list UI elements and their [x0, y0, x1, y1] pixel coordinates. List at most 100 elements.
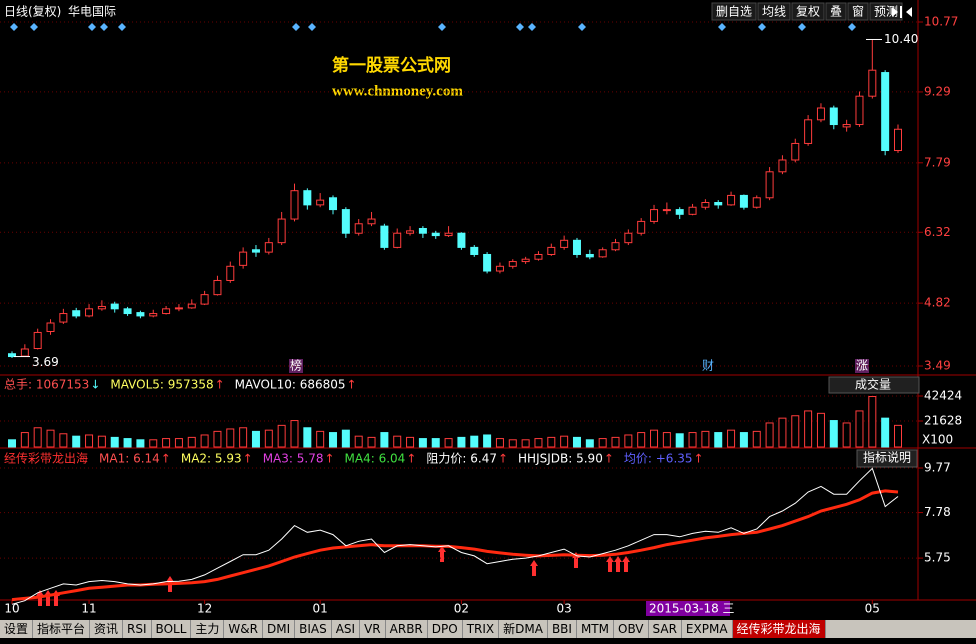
- volume-bar: [380, 432, 389, 448]
- candle-body: [547, 246, 556, 255]
- volume-bar: [791, 415, 800, 448]
- volume-bar: [752, 430, 761, 448]
- event-diamonds: [10, 23, 856, 31]
- event-box: [855, 359, 869, 373]
- y-tick-label: 3.49: [924, 359, 951, 373]
- tab[interactable]: ARBR: [386, 620, 428, 638]
- candle-body: [20, 348, 29, 357]
- volume-bar: [226, 428, 235, 448]
- candle-body: [842, 124, 851, 128]
- volume-bar: [894, 424, 902, 448]
- candle-body: [650, 209, 659, 222]
- toolbar-button[interactable]: [825, 2, 847, 21]
- y-tick-label: 4.82: [924, 296, 951, 310]
- candle-body: [239, 251, 248, 266]
- legend-arrow: ↑: [604, 452, 614, 466]
- legend-item: HHJSJDB: 5.90: [518, 452, 603, 466]
- volume-bar: [264, 429, 273, 448]
- y-tick-label: 6.32: [924, 225, 951, 239]
- volume-bar: [739, 432, 748, 448]
- help-button-label: 指标说明: [863, 450, 911, 465]
- candle-body: [534, 253, 543, 260]
- candle-body: [662, 209, 671, 212]
- axis-area: [918, 0, 976, 620]
- volume-bar: [187, 436, 196, 448]
- volume-bar: [881, 417, 890, 448]
- volume-selector-label: 成交量: [855, 377, 891, 392]
- indicator-line: [11, 489, 899, 602]
- volume-bar: [508, 439, 517, 448]
- legend-item: MAVOL10: 686805: [235, 378, 346, 392]
- tab[interactable]: ASI: [332, 620, 361, 638]
- volume-bar: [123, 438, 132, 448]
- toolbar-button[interactable]: [757, 2, 791, 21]
- volume-bar: [418, 438, 427, 448]
- tab[interactable]: SAR: [649, 620, 682, 638]
- legend-arrow: ↑: [161, 452, 171, 466]
- volume-bar: [495, 438, 504, 448]
- volume-bar: [765, 422, 774, 448]
- y-tick-label: 5.75: [924, 551, 951, 565]
- volume-bar: [650, 429, 659, 448]
- candle-body: [110, 303, 119, 310]
- candle-body: [264, 242, 273, 253]
- tab[interactable]: BOLL: [152, 620, 192, 638]
- candle-body: [418, 227, 427, 234]
- candle-body: [123, 308, 132, 315]
- volume-bar: [521, 439, 530, 448]
- tab[interactable]: EXPMA: [682, 620, 733, 638]
- toolbar-button-label: 删自选: [716, 5, 752, 19]
- tab[interactable]: 主力: [191, 620, 225, 638]
- tab[interactable]: BIAS: [295, 620, 332, 638]
- watermark: 第一股票公式网: [332, 55, 451, 76]
- toolbar-button[interactable]: [847, 2, 869, 21]
- candle-body: [701, 202, 710, 208]
- volume-bar: [483, 434, 492, 448]
- toolbar-button[interactable]: [791, 2, 825, 21]
- x-tick-label: 11: [81, 602, 96, 616]
- toolbar-button[interactable]: [711, 2, 757, 21]
- candle-body: [688, 206, 697, 215]
- candle-body: [521, 258, 530, 263]
- legend-item: MAVOL5: 957358: [110, 378, 213, 392]
- tab[interactable]: 设置: [0, 620, 34, 638]
- candle-body: [765, 171, 774, 199]
- tab[interactable]: VR: [360, 620, 386, 638]
- volume-bar: [72, 435, 81, 448]
- volume-selector[interactable]: [828, 376, 920, 394]
- x-tick-label: 03: [557, 602, 572, 616]
- candle-body: [894, 128, 902, 152]
- candle-body: [226, 265, 235, 281]
- help-button[interactable]: [856, 449, 918, 468]
- volume-bar: [46, 429, 55, 448]
- candle-body: [85, 308, 94, 317]
- tab[interactable]: 指标平台: [33, 620, 91, 638]
- candle-body: [33, 331, 42, 350]
- candle-body: [675, 209, 684, 215]
- candle-body: [881, 72, 890, 152]
- annotation-label: 3.69: [32, 355, 59, 369]
- tab[interactable]: BBI: [548, 620, 577, 638]
- toolbar-button-label: 复权: [796, 5, 820, 19]
- tab[interactable]: 资讯: [90, 620, 124, 638]
- candle-body: [804, 119, 813, 144]
- cursor-date-box: [646, 601, 730, 616]
- tab[interactable]: RSI: [123, 620, 152, 638]
- tab[interactable]: MTM: [577, 620, 614, 638]
- volume-bar: [572, 436, 581, 448]
- nav-arrows: [892, 6, 912, 18]
- tab[interactable]: OBV: [614, 620, 649, 638]
- toolbar-button-label: 均线: [762, 5, 786, 19]
- toolbar-button-label: 窗: [852, 5, 864, 19]
- candle-body: [162, 308, 171, 315]
- volume-bar: [804, 410, 813, 448]
- x-tick-label: 05: [865, 602, 880, 616]
- tab[interactable]: DPO: [428, 620, 463, 638]
- tab[interactable]: 新DMA: [499, 620, 548, 638]
- tab[interactable]: DMI: [263, 620, 296, 638]
- tab[interactable]: W&R: [224, 620, 263, 638]
- volume-bar: [290, 420, 299, 448]
- tab[interactable]: TRIX: [463, 620, 500, 638]
- tab[interactable]: 经传彩带龙出海: [732, 620, 826, 638]
- volume-bar: [406, 436, 415, 448]
